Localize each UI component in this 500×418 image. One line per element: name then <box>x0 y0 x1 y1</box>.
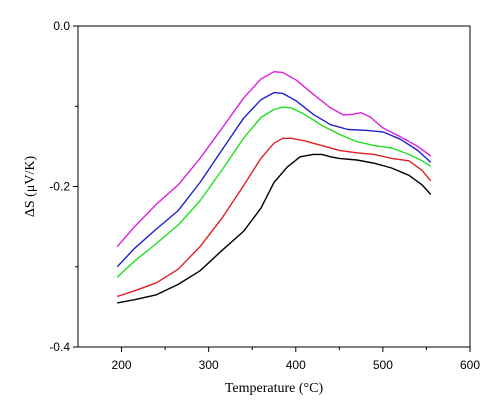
y-axis-ticks: 0.0 -0.2 -0.4 <box>49 19 78 354</box>
y-axis-title: ΔS (μV/K) <box>23 156 38 218</box>
series-line-4 <box>116 137 432 298</box>
x-tick-label: 400 <box>286 358 306 372</box>
plot-lines <box>116 70 432 304</box>
series-line-2 <box>116 91 432 268</box>
x-axis-title: Temperature (°C) <box>225 381 324 396</box>
y-tick-label: 0.0 <box>53 19 70 33</box>
y-tick-label: -0.2 <box>49 180 70 194</box>
series-line-1 <box>116 70 432 248</box>
x-tick-label: 300 <box>199 358 219 372</box>
x-tick-label: 200 <box>112 358 132 372</box>
x-axis-ticks: 200 300 400 500 600 <box>112 347 480 372</box>
series-line-5 <box>117 153 432 304</box>
x-tick-label: 500 <box>373 358 393 372</box>
y-tick-label: -0.4 <box>49 340 70 354</box>
series-line-3 <box>116 106 432 278</box>
x-tick-label: 600 <box>460 358 480 372</box>
